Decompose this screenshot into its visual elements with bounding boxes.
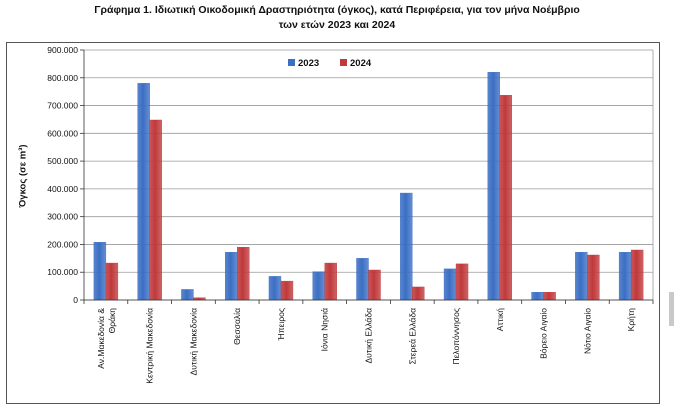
y-tick-label: 400.000 <box>47 184 78 194</box>
y-tick-labels: 0 100.000 200.000 300.000 400.000 500.000 600.… <box>47 45 78 305</box>
y-tick-label: 200.000 <box>47 239 78 249</box>
legend-label-2024: 2024 <box>350 58 372 69</box>
chart-title: Γράφημα 1. Ιδιωτική Οικοδομική Δραστηριό… <box>0 3 674 33</box>
category-label: Αν.Μακεδονία &Θράκη <box>96 308 117 369</box>
y-tick-label: 900.000 <box>47 45 78 55</box>
bar-2023-4 <box>268 276 282 301</box>
y-tick-label: 100.000 <box>47 267 78 277</box>
category-label: Δυτική Μακεδονία <box>188 308 198 376</box>
category-label: Πελοπόννησος <box>451 308 461 365</box>
bar-2024-8 <box>455 263 469 301</box>
bar-2024-9 <box>499 95 513 301</box>
scrollbar-thumb[interactable] <box>669 292 674 326</box>
bar-2023-1 <box>137 83 150 301</box>
bar-2024-7 <box>412 286 425 301</box>
bar-2023-5 <box>312 271 325 301</box>
y-tick-label: 600.000 <box>47 128 78 138</box>
chart-frame <box>6 42 660 404</box>
bars <box>93 72 644 301</box>
category-label: Κεντρική Μακεδονία <box>145 308 155 384</box>
bar-2024-10 <box>543 292 556 301</box>
bar-2024-11 <box>587 254 600 301</box>
axes <box>80 49 654 304</box>
bar-2023-12 <box>618 252 632 301</box>
category-label: Νότιο Αιγαίο <box>582 308 592 354</box>
bar-2024-12 <box>630 249 644 301</box>
bar-2023-11 <box>575 252 588 301</box>
chart-title-line2: των ετών 2023 και 2024 <box>278 19 396 31</box>
y-tick-label: 0 <box>73 295 78 305</box>
legend-swatch-2024 <box>340 59 347 66</box>
y-tick-label: 500.000 <box>47 156 78 166</box>
bar-2023-0 <box>93 242 107 301</box>
bar-2023-3 <box>224 252 238 301</box>
chart-title-line1: Γράφημα 1. Ιδιωτική Οικοδομική Δραστηριό… <box>94 4 580 16</box>
bar-2024-0 <box>105 262 119 301</box>
bar-2024-5 <box>324 262 337 301</box>
category-label: Δυτική Ελλάδα <box>364 308 374 364</box>
bar-2023-6 <box>356 258 369 301</box>
bar-2023-7 <box>400 192 413 301</box>
legend-label-2023: 2023 <box>298 58 319 69</box>
bar-2024-6 <box>368 269 381 301</box>
category-label: Στερεά Ελλάδα <box>407 308 417 365</box>
bar-2024-1 <box>149 119 162 301</box>
legend: 2023 2024 <box>288 58 372 69</box>
category-label: Ήπειρος <box>276 308 286 341</box>
y-tick-label: 800.000 <box>47 73 78 83</box>
category-label: Ιόνια Νησιά <box>320 308 330 352</box>
bar-2023-2 <box>181 289 194 301</box>
y-tick-label: 700.000 <box>47 101 78 111</box>
bar-2023-8 <box>443 268 457 301</box>
category-label: Κρήτη <box>626 308 636 332</box>
bar-2023-9 <box>487 72 501 301</box>
legend-swatch-2023 <box>288 59 295 66</box>
category-label: Αττική <box>495 308 505 332</box>
category-label: Βόρειο Αιγαίο <box>539 308 549 359</box>
category-label: Θεσσαλία <box>232 308 242 345</box>
bar-2024-4 <box>280 280 294 301</box>
bar-2023-10 <box>531 292 544 301</box>
bar-2024-3 <box>236 247 250 301</box>
y-tick-label: 300.000 <box>47 212 78 222</box>
category-labels: Αν.Μακεδονία &Θράκη Κεντρική Μακεδονία Δυτ… <box>96 308 636 384</box>
